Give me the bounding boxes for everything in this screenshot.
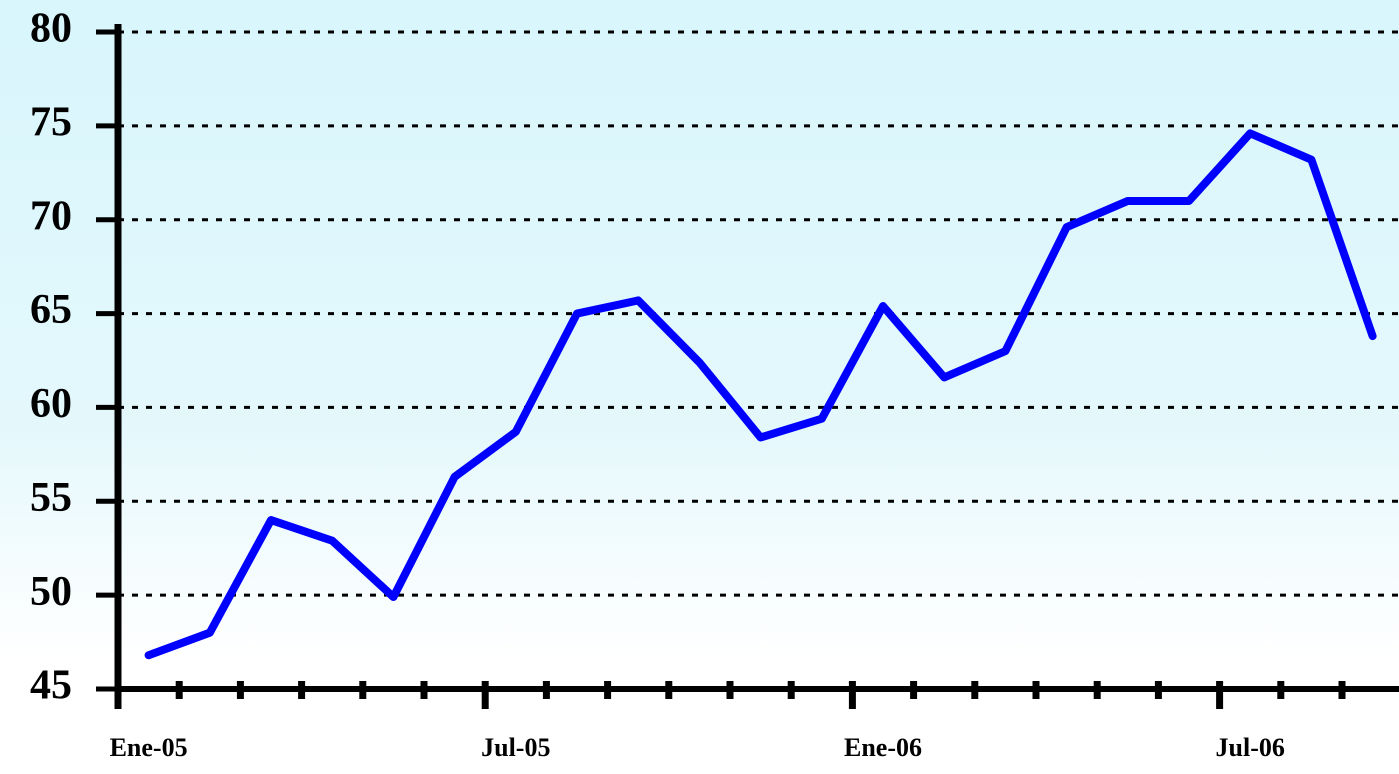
y-tick-label: 70	[30, 193, 72, 239]
y-tick-label: 55	[30, 475, 72, 521]
x-tick-label: Ene-06	[844, 733, 922, 762]
grid	[118, 30, 1399, 597]
y-tick-label: 45	[30, 663, 72, 709]
y-tick-label: 65	[30, 287, 72, 333]
x-tick-label: Ene-05	[110, 733, 188, 762]
y-tick-label: 50	[30, 569, 72, 615]
line	[144, 129, 1377, 660]
y-tick-label: 75	[30, 99, 72, 145]
y-tick-label: 80	[30, 6, 72, 52]
x-tick-label: Jul-05	[481, 733, 550, 762]
y-tick-label: 60	[30, 381, 72, 427]
plot	[144, 129, 1377, 660]
x-tick-label: Jul-06	[1216, 733, 1285, 762]
